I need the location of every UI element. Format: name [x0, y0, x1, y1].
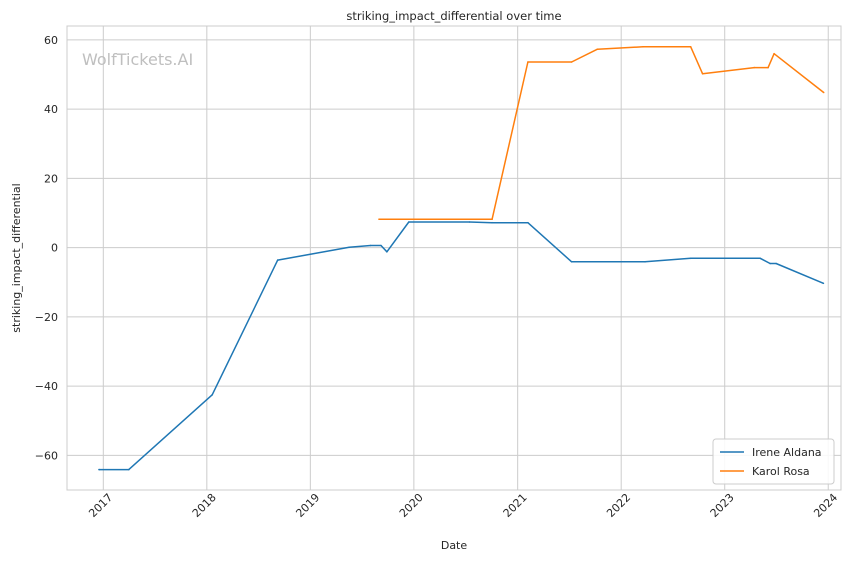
data-point-irene-aldana — [386, 251, 388, 253]
data-point-irene-aldana — [644, 261, 646, 263]
data-point-karol-rosa — [596, 48, 599, 50]
data-point-karol-rosa — [773, 52, 775, 55]
data-point-irene-aldana — [775, 262, 777, 265]
data-point-karol-rosa — [689, 46, 692, 48]
y-tick-label: 0 — [51, 242, 58, 255]
chart-title: striking_impact_differential over time — [346, 9, 561, 23]
data-point-irene-aldana — [769, 262, 771, 265]
data-point-irene-aldana — [408, 221, 410, 223]
y-tick-label: −40 — [35, 380, 58, 393]
data-point-irene-aldana — [211, 394, 213, 396]
data-point-karol-rosa — [701, 73, 704, 75]
legend-label-karol-rosa: Karol Rosa — [752, 465, 810, 478]
series-lines — [98, 46, 825, 471]
data-point-karol-rosa — [378, 218, 380, 220]
data-point-irene-aldana — [98, 468, 100, 471]
data-point-irene-aldana — [491, 221, 493, 224]
data-point-irene-aldana — [276, 259, 279, 261]
data-point-irene-aldana — [369, 244, 372, 247]
data-point-irene-aldana — [759, 257, 761, 260]
legend-box — [712, 438, 835, 485]
data-point-karol-rosa — [822, 91, 825, 94]
legend-label-irene-aldana: Irene Aldana — [752, 446, 822, 459]
data-point-irene-aldana — [348, 246, 351, 249]
y-tick-label: 60 — [44, 34, 58, 47]
plot-frame — [66, 25, 842, 491]
data-point-karol-rosa — [570, 61, 573, 63]
data-point-irene-aldana — [822, 282, 825, 285]
data-point-irene-aldana — [128, 468, 130, 471]
data-point-karol-rosa — [491, 218, 493, 220]
y-tick-label: 20 — [44, 172, 58, 185]
data-point-irene-aldana — [570, 261, 573, 263]
y-tick-label: −20 — [35, 311, 58, 324]
series-line-karol-rosa — [379, 46, 825, 220]
y-tick-label: −60 — [35, 449, 58, 462]
watermark: WolfTickets.AI — [82, 50, 193, 69]
y-axis-title: striking_impact_differential — [10, 183, 23, 332]
data-point-irene-aldana — [468, 221, 471, 223]
y-tick-label: 40 — [44, 103, 58, 116]
data-point-irene-aldana — [380, 244, 382, 247]
legend: Irene Aldana Karol Rosa — [712, 438, 835, 485]
data-point-karol-rosa — [642, 46, 644, 48]
data-point-irene-aldana — [689, 257, 692, 260]
x-axis-title: Date — [441, 539, 468, 552]
data-point-karol-rosa — [527, 61, 529, 63]
data-point-karol-rosa — [767, 66, 769, 69]
data-point-irene-aldana — [527, 221, 529, 224]
data-point-karol-rosa — [753, 66, 755, 69]
